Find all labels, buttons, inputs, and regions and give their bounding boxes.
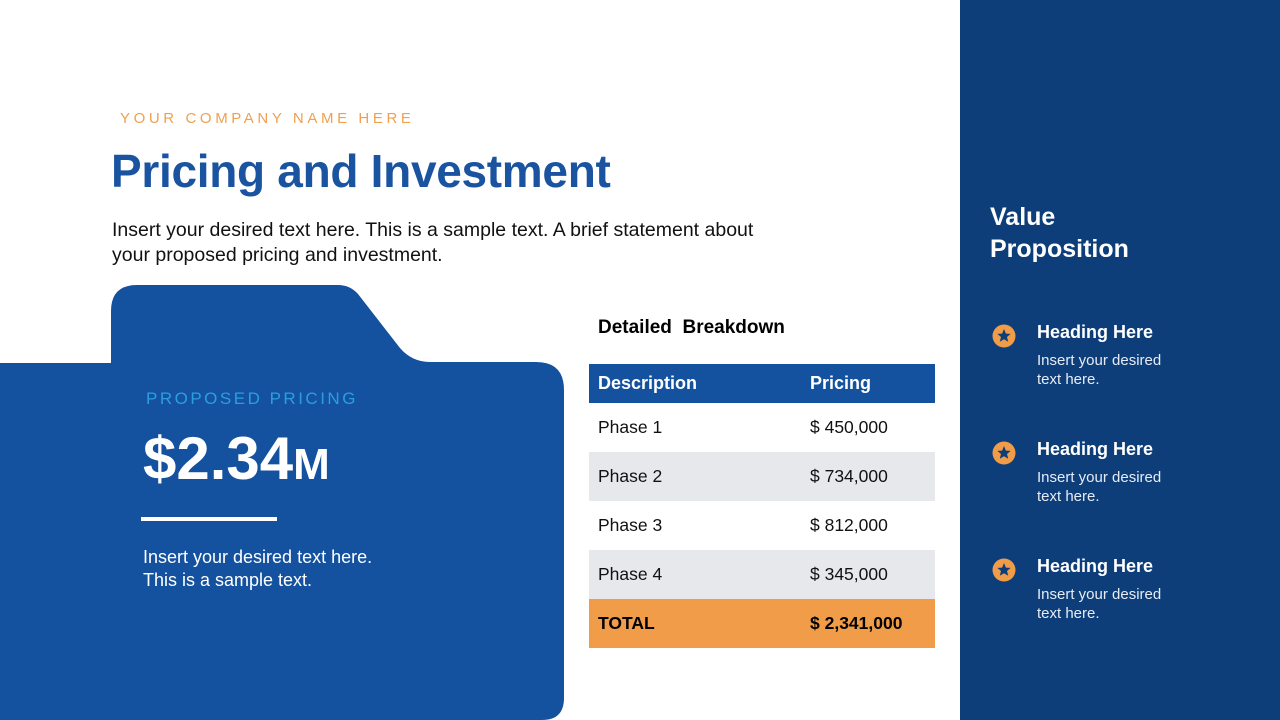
row-description: Phase 4 bbox=[589, 550, 801, 599]
row-pricing: $ 345,000 bbox=[801, 550, 935, 599]
pricing-unit: M bbox=[293, 440, 330, 489]
row-pricing: $ 812,000 bbox=[810, 515, 888, 535]
folder-shape bbox=[0, 285, 564, 720]
value-item-text: Insert your desired text here. bbox=[1037, 586, 1162, 622]
row-pricing: $ 734,000 bbox=[801, 452, 935, 501]
value-item-text: Insert your desired text here. bbox=[1037, 352, 1162, 388]
text-line-1: Insert your desired text here. bbox=[143, 547, 373, 567]
table-row: Phase 1 $ 450,000 bbox=[589, 403, 935, 452]
proposed-pricing-text: Insert your desired text here. This is a… bbox=[143, 546, 443, 592]
value-item-text: Insert your desired text here. bbox=[1037, 469, 1162, 505]
table-total-row: TOTAL $ 2,341,000 bbox=[589, 599, 935, 648]
star-icon bbox=[992, 324, 1016, 348]
value-item-heading: Heading Here bbox=[1037, 556, 1154, 576]
column-header-description: Description bbox=[589, 364, 801, 403]
star-icon bbox=[992, 441, 1016, 465]
total-label: TOTAL bbox=[589, 599, 801, 648]
table-row: Phase 3 $ 812,000 bbox=[589, 501, 935, 550]
row-description: Phase 2 bbox=[589, 452, 801, 501]
table-row: Phase 4 $ 345,000 bbox=[589, 550, 935, 599]
value-item: Heading Here Insert your desired text he… bbox=[960, 322, 1280, 402]
intro-text: Insert your desired text here. This is a… bbox=[112, 219, 754, 266]
proposed-pricing-label: PROPOSED PRICING bbox=[146, 389, 358, 408]
proposed-pricing-value: $2.34M bbox=[143, 424, 330, 500]
column-header-pricing: Pricing bbox=[801, 364, 935, 403]
title-line-2: Proposition bbox=[990, 235, 1129, 263]
value-item-heading: Heading Here bbox=[1037, 439, 1154, 459]
value-item: Heading Here Insert your desired text he… bbox=[960, 439, 1280, 519]
row-description: Phase 1 bbox=[598, 417, 663, 437]
breakdown-title: Detailed Breakdown bbox=[598, 317, 785, 338]
star-icon bbox=[992, 558, 1016, 582]
row-pricing: $ 450,000 bbox=[810, 417, 888, 437]
value-proposition-panel: Value Proposition Heading Here Insert yo… bbox=[960, 0, 1280, 720]
pricing-amount: $2.34 bbox=[143, 425, 294, 492]
table-row: Phase 2 $ 734,000 bbox=[589, 452, 935, 501]
title-line-1: Value bbox=[990, 203, 1056, 231]
value-item: Heading Here Insert your desired text he… bbox=[960, 556, 1280, 636]
company-name: YOUR COMPANY NAME HERE bbox=[120, 110, 415, 127]
divider-line bbox=[141, 517, 277, 521]
total-value: $ 2,341,000 bbox=[801, 599, 935, 648]
value-item-heading: Heading Here bbox=[1037, 322, 1154, 342]
text-line-2: This is a sample text. bbox=[143, 570, 313, 590]
table-header-row: Description Pricing bbox=[589, 364, 935, 403]
value-proposition-title: Value Proposition bbox=[990, 201, 1129, 265]
breakdown-table: Description Pricing Phase 1 $ 450,000 Ph… bbox=[589, 364, 935, 648]
row-description: Phase 3 bbox=[598, 515, 663, 535]
page-title: Pricing and Investment bbox=[111, 145, 611, 197]
